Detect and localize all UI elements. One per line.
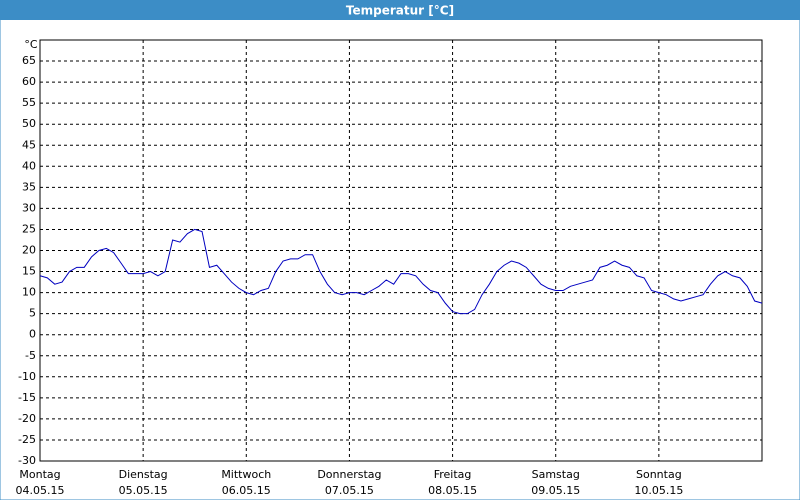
y-tick-label: -25 <box>18 433 36 446</box>
y-tick-label: 65 <box>22 54 36 67</box>
y-tick-label: 0 <box>29 328 36 341</box>
y-tick-label: 60 <box>22 75 36 88</box>
x-tick-date: 05.05.15 <box>119 484 168 497</box>
x-tick-label: Samstag <box>532 468 580 481</box>
x-tick-date: 09.05.15 <box>531 484 580 497</box>
y-tick-label: 40 <box>22 159 36 172</box>
x-tick-label: Dienstag <box>119 468 168 481</box>
y-tick-label: 55 <box>22 96 36 109</box>
data-line <box>39 228 763 315</box>
y-tick-label: 5 <box>29 307 36 320</box>
y-tick-label: -10 <box>18 370 36 383</box>
y-tick-label: 30 <box>22 201 36 214</box>
y-tick-label: 10 <box>22 286 36 299</box>
x-tick-date: 07.05.15 <box>325 484 374 497</box>
y-tick-label: -5 <box>25 349 36 362</box>
y-tick-label: 15 <box>22 265 36 278</box>
x-tick-date: 06.05.15 <box>222 484 271 497</box>
y-tick-label: 35 <box>22 180 36 193</box>
x-tick-date: 10.05.15 <box>634 484 683 497</box>
x-tick-label: Sonntag <box>636 468 682 481</box>
y-tick-label: 50 <box>22 117 36 130</box>
y-tick-label: -15 <box>18 391 36 404</box>
x-tick-label: Montag <box>19 468 60 481</box>
y-tick-label: 20 <box>22 244 36 257</box>
x-tick-date: 04.05.15 <box>16 484 65 497</box>
y-tick-label: -20 <box>18 412 36 425</box>
y-tick-label: -30 <box>18 454 36 467</box>
y-unit: °C <box>24 38 38 51</box>
x-tick-date: 08.05.15 <box>428 484 477 497</box>
x-tick-label: Freitag <box>434 468 472 481</box>
y-tick-label: 25 <box>22 222 36 235</box>
x-tick-label: Mittwoch <box>221 468 271 481</box>
x-tick-label: Donnerstag <box>317 468 381 481</box>
y-tick-label: 45 <box>22 138 36 151</box>
title-bar <box>0 0 800 20</box>
chart-title: Temperatur [°C] <box>346 4 454 18</box>
